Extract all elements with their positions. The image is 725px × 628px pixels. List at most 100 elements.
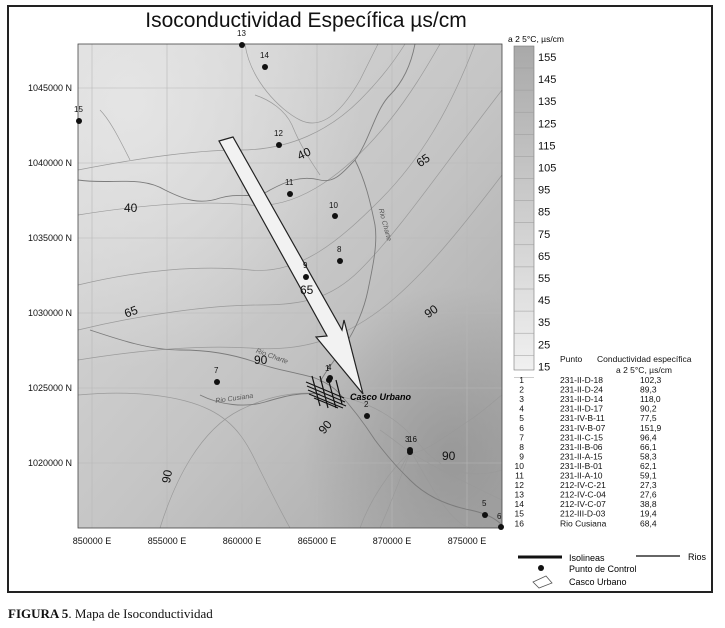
y-axis-labels: 1045000 N 1040000 N 1035000 N 1030000 N … — [28, 83, 72, 468]
x-tick: 850000 E — [73, 536, 112, 546]
table-cell-point: 4 — [519, 404, 524, 414]
casco-urbano-legend-label: Casco Urbano — [569, 577, 627, 587]
table-cell-value: 27,6 — [640, 490, 657, 500]
table-cell-value: 77,5 — [640, 413, 657, 423]
table-header-cond-sub: a 2 5°C, µs/cm — [616, 365, 672, 375]
map-graphic: 1045000 N 1040000 N 1035000 N 1030000 N … — [28, 29, 707, 589]
scale-legend: a 2 5°C, µs/cm 155 145 135 125 115 105 95 85 75 6… — [508, 34, 564, 378]
svg-text:1: 1 — [325, 364, 330, 373]
x-tick: 855000 E — [148, 536, 187, 546]
scale-value: 15 — [538, 361, 550, 373]
punto-control-swatch — [538, 565, 544, 571]
control-point: 10 — [329, 201, 338, 219]
scale-value: 125 — [538, 118, 556, 130]
isoline-label: 65 — [300, 283, 314, 297]
isoline-label: 65 — [122, 303, 140, 321]
caption-figure: FIGURA 5 — [8, 606, 69, 621]
control-point: 12 — [274, 129, 283, 148]
table-cell-point: 1 — [519, 375, 524, 385]
table-cell-point: 15 — [515, 509, 525, 519]
table-cell-value: 102,3 — [640, 375, 662, 385]
table-cell-point: 13 — [515, 490, 525, 500]
table-cell-value: 151,9 — [640, 423, 662, 433]
isoline-label: 90 — [159, 468, 175, 484]
flow-arrow — [218, 136, 364, 395]
table-cell-code: 212-IV-C-04 — [560, 490, 606, 500]
table-cell-point: 14 — [515, 499, 525, 509]
table-cell-value: 89,3 — [640, 385, 657, 395]
y-tick: 1030000 N — [28, 308, 72, 318]
svg-text:5: 5 — [482, 499, 487, 508]
table-row: 2 231-II-D-24 89,3 — [519, 385, 657, 395]
table-cell-code: 231-II-B-06 — [560, 442, 603, 452]
table-cell-code: 231-II-D-18 — [560, 375, 603, 385]
table-cell-value: 96,4 — [640, 432, 657, 442]
scale-value: 95 — [538, 185, 550, 197]
svg-text:6: 6 — [497, 512, 502, 521]
svg-text:3: 3 — [405, 435, 410, 444]
svg-text:4: 4 — [327, 363, 332, 372]
isoline-labels: 40 40 65 65 65 90 90 90 90 90 — [122, 144, 455, 484]
table-cell-point: 8 — [519, 442, 524, 452]
table-cell-point: 3 — [519, 394, 524, 404]
table-cell-point: 2 — [519, 385, 524, 395]
svg-text:16: 16 — [408, 435, 417, 444]
punto-control-label: Punto de Control — [569, 564, 637, 574]
map-title: Isoconductividad Específica µs/cm — [145, 9, 467, 32]
table-row: 1 231-II-D-18 102,3 — [519, 375, 661, 385]
table-row: 6 231-IV-B-07 151,9 — [519, 423, 661, 433]
table-cell-code: Rio Cusiana — [560, 518, 607, 528]
map-legend: Isolineas Rios Punto de Control Casco Ur… — [518, 552, 707, 589]
scale-value: 105 — [538, 163, 556, 175]
table-header-punto: Punto — [560, 354, 582, 364]
scale-value: 115 — [538, 140, 556, 152]
table-cell-value: 58,3 — [640, 451, 657, 461]
table-cell-code: 231-II-C-15 — [560, 432, 603, 442]
control-point: 11 — [285, 178, 294, 197]
isoline-label: 40 — [124, 201, 138, 215]
table-cell-value: 59,1 — [640, 471, 657, 481]
table-cell-value: 38,8 — [640, 499, 657, 509]
control-point: 15 — [74, 105, 83, 124]
table-cell-code: 231-II-D-14 — [560, 394, 603, 404]
y-tick: 1040000 N — [28, 158, 72, 168]
scale-value: 85 — [538, 207, 550, 219]
table-row: 3 231-II-D-14 118,0 — [519, 394, 661, 404]
table-cell-value: 66,1 — [640, 442, 657, 452]
caption-text: . Mapa de Isoconductividad — [68, 606, 213, 621]
map-area — [77, 43, 503, 529]
table-row: 8 231-II-B-06 66,1 — [519, 442, 657, 452]
y-tick: 1020000 N — [28, 458, 72, 468]
svg-text:9: 9 — [303, 261, 308, 270]
casco-urbano-hatch — [305, 375, 347, 409]
isoline-label: 90 — [254, 353, 268, 367]
table-cell-point: 9 — [519, 451, 524, 461]
table-cell-value: 27,3 — [640, 480, 657, 490]
table-row: 5 231-IV-B-11 77,5 — [519, 413, 657, 423]
scale-value: 25 — [538, 339, 550, 351]
svg-text:10: 10 — [329, 201, 338, 210]
y-tick: 1025000 N — [28, 383, 72, 393]
isoline-label: 40 — [295, 144, 313, 162]
table-cell-code: 231-II-A-15 — [560, 451, 603, 461]
figure-caption: FIGURA 5. Mapa de Isoconductividad — [8, 606, 213, 622]
table-cell-point: 11 — [515, 471, 524, 481]
isolineas-label: Isolineas — [569, 553, 605, 563]
svg-text:2: 2 — [364, 400, 369, 409]
scale-legend-title: a 2 5°C, µs/cm — [508, 34, 564, 44]
control-point: 9 — [303, 261, 309, 280]
svg-text:8: 8 — [337, 245, 342, 254]
svg-text:7: 7 — [214, 366, 219, 375]
scale-value: 65 — [538, 251, 550, 263]
isolines — [77, 43, 503, 529]
table-cell-value: 62,1 — [640, 461, 657, 471]
table-cell-value: 118,0 — [640, 394, 661, 404]
table-cell-value: 19,4 — [640, 509, 657, 519]
table-cell-point: 10 — [515, 461, 525, 471]
x-tick: 860000 E — [223, 536, 262, 546]
scale-value: 55 — [538, 273, 550, 285]
table-cell-value: 90,2 — [640, 404, 657, 414]
table-cell-code: 212-IV-C-21 — [560, 480, 606, 490]
table-rows: 1 231-II-D-18 102,3 2 231-II-D-24 89,3 3 231-II… — [515, 375, 662, 528]
grid-lines — [78, 44, 502, 528]
